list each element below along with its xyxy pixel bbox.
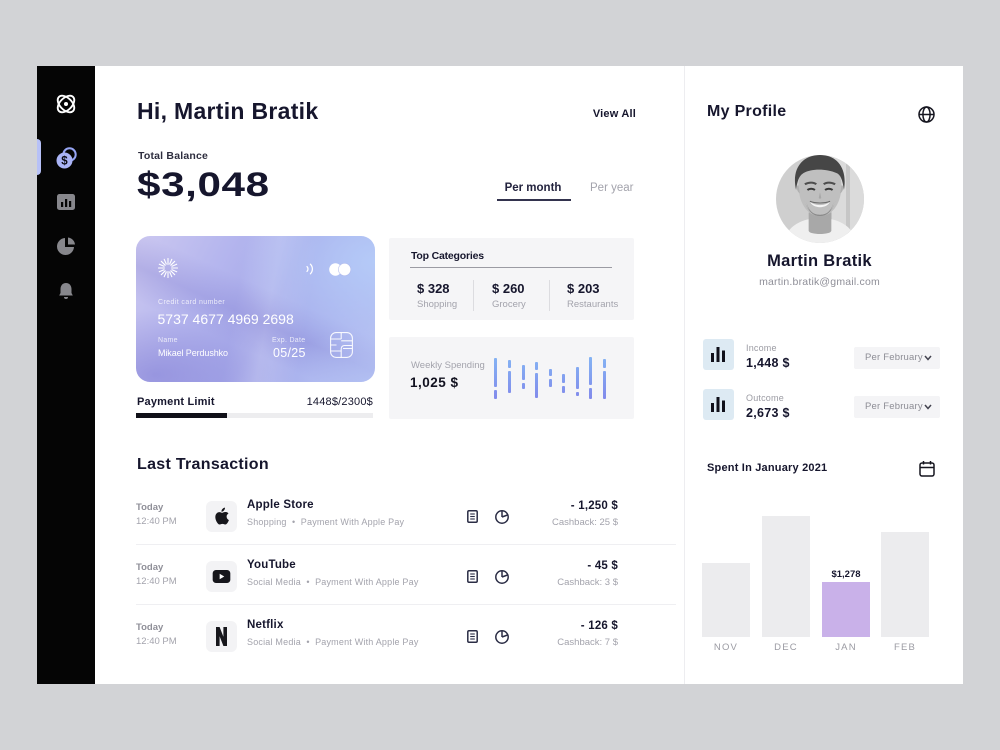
svg-text:$: $: [61, 156, 68, 168]
